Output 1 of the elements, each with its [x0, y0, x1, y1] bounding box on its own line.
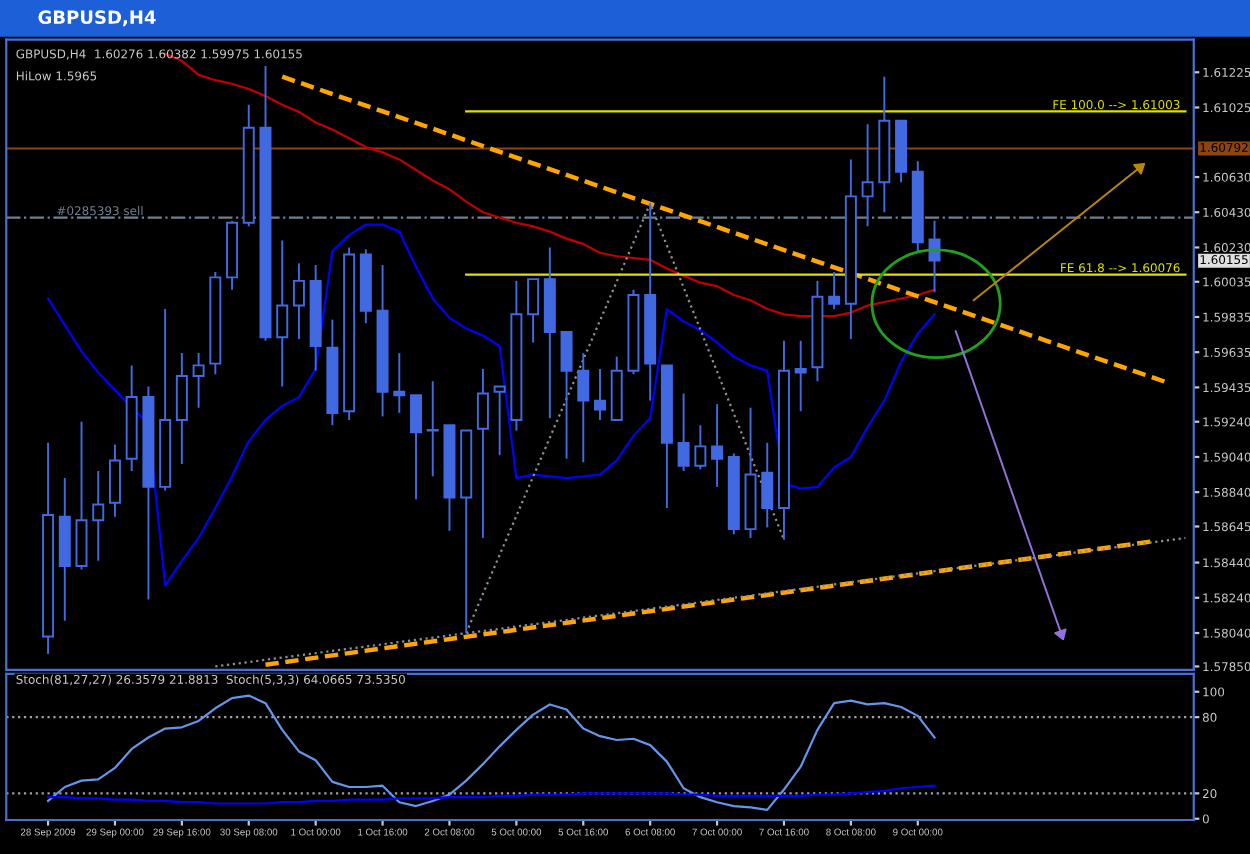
chart-title: GBPUSD,H4	[38, 10, 156, 27]
